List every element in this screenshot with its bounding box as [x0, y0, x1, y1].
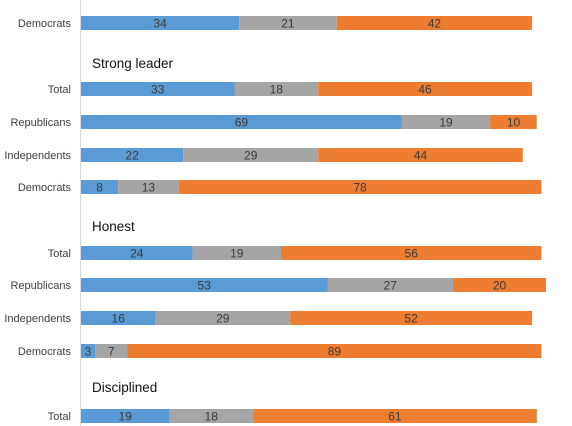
data-label: 61 [388, 410, 402, 424]
data-label: 42 [428, 17, 442, 31]
segment-blue [81, 16, 240, 30]
data-label: 22 [126, 149, 140, 163]
segment-blue [81, 82, 235, 96]
data-label: 27 [384, 279, 398, 293]
segment-orange [178, 180, 542, 194]
data-label: 78 [353, 181, 367, 195]
bar-row: Independents 16 29 52 [4, 311, 533, 326]
row-label: Total [48, 411, 71, 423]
data-label: 13 [142, 181, 156, 195]
data-label: 20 [493, 279, 507, 293]
bar-row: Total 33 18 46 [48, 82, 533, 97]
data-label: 19 [230, 247, 244, 261]
segment-blue [81, 180, 119, 194]
row-label: Republicans [10, 117, 71, 129]
row-label: Independents [4, 150, 71, 162]
data-label: 19 [119, 410, 133, 424]
row-label: Total [48, 248, 71, 260]
data-label: 29 [216, 312, 230, 326]
segment-orange [127, 344, 542, 358]
bar-row: Republicans 69 19 10 [10, 115, 537, 130]
segment-gray [169, 409, 254, 423]
data-label: 18 [270, 83, 284, 97]
bar-row: Democrats 34 21 42 [18, 16, 533, 31]
segment-orange [253, 409, 537, 423]
bar-row: Republicans 53 27 20 [10, 278, 546, 293]
row-label: Independents [4, 313, 71, 325]
segment-gray [155, 311, 291, 325]
section-title: Honest [92, 219, 135, 234]
segment-orange [490, 115, 537, 129]
segment-gray [183, 148, 319, 162]
data-label: 53 [198, 279, 212, 293]
segment-orange [453, 278, 546, 292]
row-label: Democrats [18, 182, 72, 194]
segment-gray [118, 180, 179, 194]
row-label: Republicans [10, 280, 71, 292]
bar-row: Total 19 18 61 [48, 409, 537, 424]
data-label: 19 [439, 116, 453, 130]
segment-orange [318, 82, 533, 96]
segment-orange [281, 246, 542, 260]
data-label: 33 [151, 83, 165, 97]
row-label: Democrats [18, 18, 72, 30]
segment-gray [234, 82, 319, 96]
segment-blue [81, 278, 328, 292]
segment-gray [239, 16, 337, 30]
segment-blue [81, 148, 184, 162]
data-label: 7 [108, 345, 115, 359]
row-label: Total [48, 84, 71, 96]
data-label: 34 [153, 17, 167, 31]
segment-blue [81, 344, 95, 358]
data-label: 10 [507, 116, 521, 130]
data-label: 16 [112, 312, 126, 326]
data-label: 3 [85, 345, 92, 359]
segment-gray [192, 246, 281, 260]
data-label: 29 [244, 149, 258, 163]
data-label: 44 [414, 149, 428, 163]
segment-blue [81, 246, 193, 260]
data-label: 46 [418, 83, 432, 97]
segment-gray [401, 115, 491, 129]
data-label: 21 [281, 17, 295, 31]
section-title: Disciplined [92, 380, 157, 395]
data-label: 52 [404, 312, 418, 326]
bar-row: Democrats 3 7 89 [18, 344, 542, 359]
segment-orange [318, 148, 523, 162]
segment-orange [336, 16, 533, 30]
section-title: Strong leader [92, 56, 174, 71]
data-label: 89 [328, 345, 342, 359]
segment-orange [290, 311, 533, 325]
segment-blue [81, 409, 170, 423]
data-label: 56 [405, 247, 419, 261]
segment-gray [95, 344, 128, 358]
data-label: 24 [130, 247, 144, 261]
data-label: 8 [96, 181, 103, 195]
bar-row: Total 24 19 56 [48, 246, 542, 261]
data-label: 69 [235, 116, 249, 130]
bar-row: Democrats 8 13 78 [18, 180, 542, 195]
segment-blue [81, 115, 402, 129]
bar-row: Independents 22 29 44 [4, 148, 523, 163]
segment-gray [327, 278, 454, 292]
row-label: Democrats [18, 346, 72, 358]
segment-blue [81, 311, 156, 325]
data-label: 18 [205, 410, 219, 424]
